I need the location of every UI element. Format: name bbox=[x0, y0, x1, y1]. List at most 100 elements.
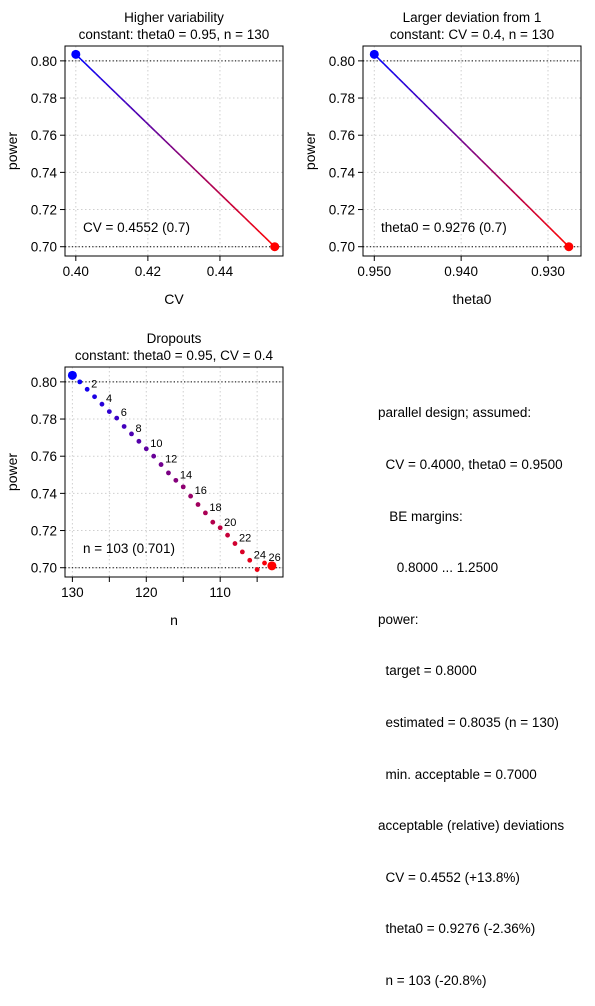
y-tick-label: 0.80 bbox=[31, 375, 57, 390]
series-line-segment bbox=[553, 231, 560, 238]
series-line-segment bbox=[519, 198, 526, 204]
series-line-segment bbox=[548, 226, 555, 233]
info-line: 0.8000 ... 1.2500 bbox=[378, 560, 499, 576]
info-line: n = 103 (-20.8%) bbox=[378, 972, 487, 988]
x-tick-label: 0.950 bbox=[357, 264, 391, 279]
x-tick-label: 0.42 bbox=[135, 264, 161, 279]
series-line-segment bbox=[244, 217, 251, 224]
figure-canvas: Higher variability constant: theta0 = 0.9… bbox=[4, 10, 582, 628]
y-axis-label: power bbox=[4, 453, 20, 491]
point-label: 6 bbox=[121, 407, 127, 419]
y-tick-label: 0.80 bbox=[31, 54, 57, 69]
data-point bbox=[247, 557, 253, 563]
series-line-segment bbox=[407, 87, 414, 94]
series-line-segment bbox=[466, 145, 473, 152]
chart-title: Higher variability bbox=[124, 10, 224, 25]
series-line-segment bbox=[509, 188, 516, 195]
series-line-segment bbox=[514, 193, 521, 200]
series-line-segment bbox=[179, 154, 186, 161]
y-tick-label: 0.76 bbox=[31, 449, 57, 464]
series-line-segment bbox=[485, 164, 492, 171]
chart-title: Larger deviation from 1 bbox=[403, 10, 542, 25]
data-point bbox=[203, 510, 208, 516]
data-point bbox=[67, 370, 77, 380]
data-point bbox=[225, 532, 230, 538]
plot-frame bbox=[64, 45, 284, 257]
point-label: 20 bbox=[224, 517, 236, 529]
series-line-segment bbox=[461, 140, 468, 147]
series-line-segment bbox=[115, 92, 122, 99]
data-point bbox=[232, 541, 238, 546]
info-line: target = 0.8000 bbox=[378, 663, 477, 679]
annotation-text: CV = 0.4552 (0.7) bbox=[83, 220, 190, 235]
info-line: power: bbox=[378, 611, 419, 627]
y-axis-label: power bbox=[4, 132, 20, 170]
series-line-segment bbox=[259, 231, 266, 238]
plot-frame bbox=[64, 366, 284, 578]
point-label: 4 bbox=[106, 393, 112, 405]
series-line-segment bbox=[451, 130, 458, 137]
series-line-segment bbox=[134, 111, 142, 118]
info-line: min. acceptable = 0.7000 bbox=[378, 766, 537, 782]
x-tick-label: 0.40 bbox=[63, 264, 89, 279]
y-axis-label: power bbox=[302, 132, 318, 170]
series-line-segment bbox=[456, 135, 463, 142]
x-tick-label: 0.44 bbox=[207, 264, 234, 279]
series-line-segment bbox=[398, 77, 405, 84]
series-line-segment bbox=[417, 97, 424, 104]
series-line-segment bbox=[199, 174, 206, 180]
series-line-segment bbox=[471, 149, 477, 156]
plot-frame bbox=[362, 45, 582, 257]
series-line-segment bbox=[144, 121, 151, 128]
data-point bbox=[267, 561, 277, 571]
series-line-segment bbox=[184, 159, 191, 166]
info-line: estimated = 0.8035 (n = 130) bbox=[378, 714, 559, 730]
series-line-segment bbox=[427, 106, 434, 113]
series-line-segment bbox=[432, 111, 439, 118]
point-label: 18 bbox=[209, 502, 221, 514]
info-panel: parallel design; assumed: CV = 0.4000, t… bbox=[378, 370, 592, 1006]
y-tick-label: 0.70 bbox=[31, 561, 57, 576]
annotation-text: n = 103 (0.701) bbox=[83, 541, 175, 556]
endpoint-marker bbox=[71, 49, 81, 59]
data-point bbox=[210, 519, 216, 525]
series-line-segment bbox=[534, 212, 541, 219]
series-line-segment bbox=[139, 116, 146, 123]
y-tick-label: 0.78 bbox=[31, 412, 57, 427]
series-line-segment bbox=[164, 140, 171, 147]
y-tick-label: 0.78 bbox=[329, 91, 355, 106]
info-line: theta0 = 0.9276 (-2.36%) bbox=[378, 921, 536, 937]
point-label: 14 bbox=[180, 469, 192, 481]
data-point bbox=[121, 424, 127, 429]
series-line-segment bbox=[539, 217, 546, 224]
endpoint-marker bbox=[564, 242, 574, 252]
info-line: BE margins: bbox=[378, 508, 463, 524]
series-line-segment bbox=[393, 73, 400, 79]
info-line: CV = 0.4552 (+13.8%) bbox=[378, 869, 520, 885]
data-point bbox=[143, 446, 149, 452]
x-tick-label: 120 bbox=[135, 585, 158, 600]
series-line-segment bbox=[441, 121, 448, 128]
series-line-segment bbox=[124, 101, 132, 108]
y-tick-label: 0.80 bbox=[329, 54, 355, 69]
y-tick-label: 0.70 bbox=[31, 240, 57, 255]
chart-title: Dropouts bbox=[147, 331, 202, 346]
series-line-segment bbox=[558, 236, 565, 243]
chart-subtitle: constant: theta0 = 0.95, n = 130 bbox=[79, 27, 270, 42]
y-tick-label: 0.70 bbox=[329, 240, 355, 255]
point-label: 12 bbox=[165, 454, 177, 466]
x-tick-label: 130 bbox=[61, 585, 84, 600]
info-line: CV = 0.4000, theta0 = 0.9500 bbox=[378, 457, 563, 472]
annotation-text: theta0 = 0.9276 (0.7) bbox=[381, 220, 507, 235]
data-point bbox=[114, 415, 120, 421]
series-line-segment bbox=[500, 178, 507, 185]
data-point bbox=[262, 560, 267, 566]
x-axis-label: theta0 bbox=[453, 291, 492, 307]
series-line-segment bbox=[214, 188, 221, 195]
data-point bbox=[254, 567, 260, 572]
series-line-segment bbox=[402, 82, 409, 89]
series-line-segment bbox=[219, 193, 226, 200]
info-line: acceptable (relative) deviations bbox=[378, 818, 565, 834]
series-line-segment bbox=[446, 125, 453, 132]
series-line-segment bbox=[80, 58, 87, 65]
